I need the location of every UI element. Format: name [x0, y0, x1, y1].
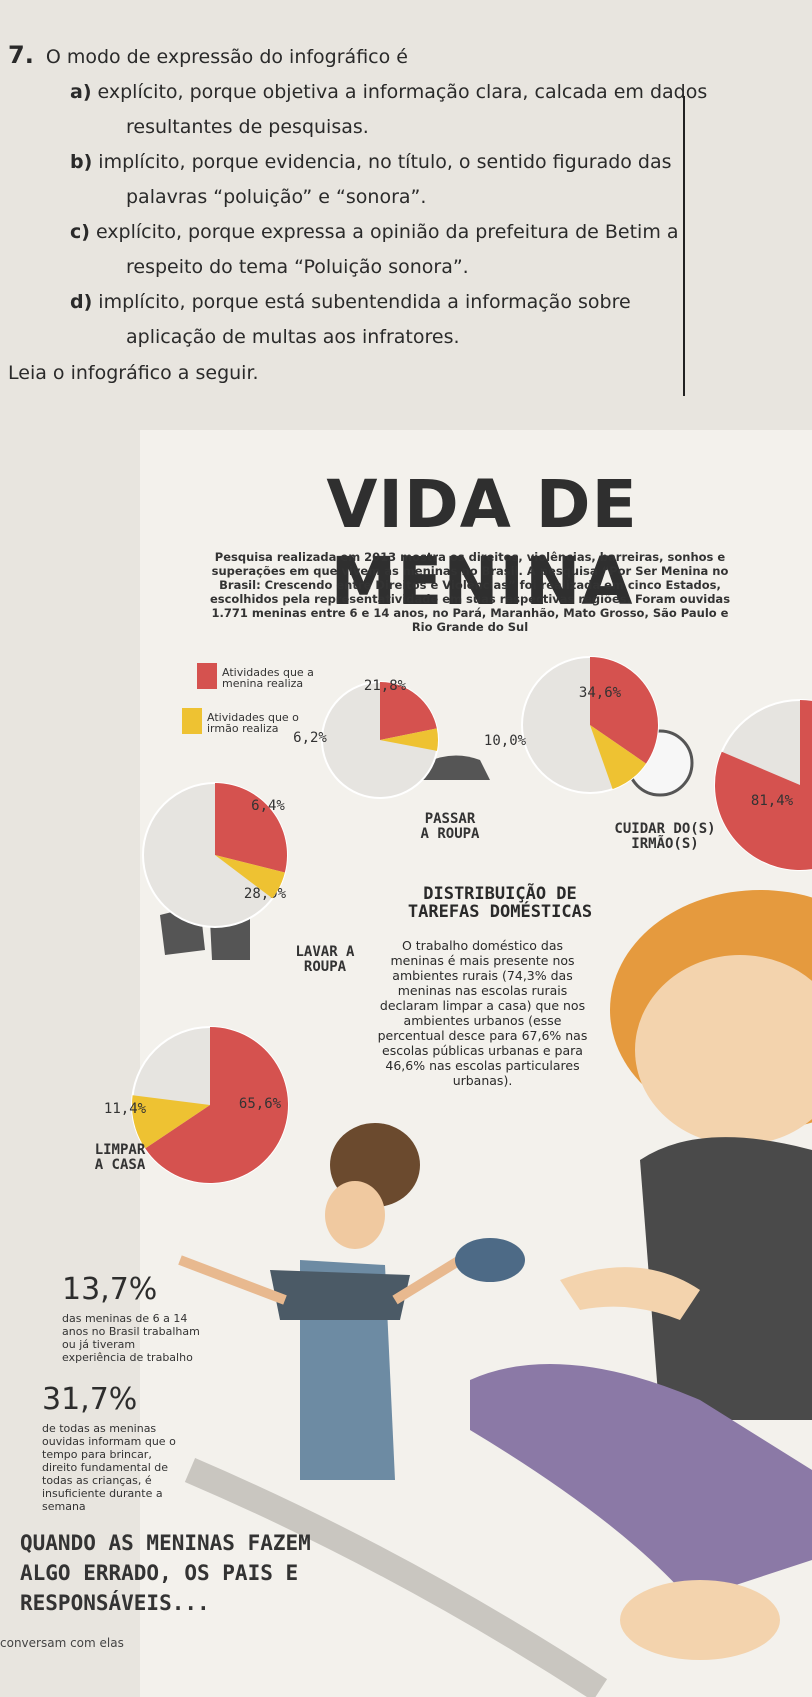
- pie-slice-girl: [145, 1027, 289, 1183]
- girl-face: [635, 955, 812, 1145]
- infographic-title: VIDA DE MENINA: [326, 466, 638, 620]
- slice-label: 65,6%: [239, 1096, 282, 1112]
- option: d) implícito, porque está subentendida a …: [70, 285, 708, 355]
- question-stem: O modo de expressão do infográfico é: [45, 46, 408, 68]
- closing-question: QUANDO AS MENINAS FAZEM ALGO ERRADO, OS …: [20, 1531, 311, 1615]
- pie-slice-brother: [380, 728, 438, 751]
- slice-label: 34,6%: [579, 685, 622, 701]
- woman-face: [325, 1181, 385, 1249]
- chart-name: LIMPAR A CASA: [94, 1142, 146, 1173]
- legend-label: Atividades que o irmão realiza: [207, 711, 299, 735]
- question: 7. O modo de expressão do infográfico é a…: [8, 38, 708, 355]
- option: a) explícito, porque objetiva a informaçã…: [70, 75, 708, 145]
- stat-text: das meninas de 6 a 14 anos no Brasil tra…: [62, 1312, 200, 1364]
- slice-label: 6,2%: [293, 730, 327, 746]
- girl-arm: [560, 1267, 700, 1320]
- girl-legs: [470, 1364, 812, 1600]
- option-letter: c): [70, 221, 90, 243]
- margin-rule: [683, 96, 685, 396]
- pie-slice-girl: [215, 783, 288, 873]
- question-number: 7.: [8, 41, 34, 69]
- pie-slice-girl: [380, 682, 437, 740]
- option-text: explícito, porque objetiva a informação …: [97, 81, 708, 138]
- legend-swatch: [197, 663, 217, 689]
- chart-name: CUIDAR DO(S) IRMÃO(S): [614, 821, 716, 852]
- woman-arm: [178, 1255, 287, 1305]
- girl-shirt: [640, 1137, 812, 1420]
- closing-answer: conversam com elas: [0, 1636, 124, 1650]
- section-text: O trabalho doméstico das meninas é mais …: [377, 938, 588, 1088]
- legend-label: Atividades que a menina realiza: [222, 666, 314, 690]
- pie-slice-brother: [215, 855, 285, 899]
- pie-slice-brother: [590, 725, 647, 790]
- pot: [455, 1238, 525, 1282]
- pie-slice-girl: [590, 657, 659, 764]
- option-letter: d): [70, 291, 93, 313]
- slice-label: 81,4%: [751, 793, 794, 809]
- stat-text: de todas as meninas ouvidas informam que…: [42, 1422, 176, 1513]
- stat-value: 31,7%: [42, 1382, 138, 1417]
- option-letter: b): [70, 151, 93, 173]
- pie-slice-girl: [715, 700, 812, 870]
- option-text: implícito, porque evidencia, no título, …: [98, 151, 672, 208]
- pie-slice-brother: [132, 1095, 210, 1149]
- legend-swatch: [182, 708, 202, 734]
- stat-value: 13,7%: [62, 1272, 158, 1307]
- option: b) implícito, porque evidencia, no título…: [70, 145, 708, 215]
- floor-swoosh: [184, 1458, 608, 1697]
- chart-name: PASSAR A ROUPA: [420, 811, 480, 842]
- section-title: DISTRIBUIÇÃO DE TAREFAS DOMÉSTICAS: [407, 884, 593, 922]
- option-text: implícito, porque está subentendida a in…: [98, 291, 631, 348]
- intro-text: Pesquisa realizada em 2013 mostra os dir…: [209, 550, 731, 634]
- woman-arm: [392, 1255, 463, 1305]
- chart-name: LAVAR A ROUPA: [295, 944, 355, 975]
- instruction: Leia o infográfico a seguir.: [8, 362, 259, 384]
- option: c) explícito, porque expressa a opinião d…: [70, 215, 708, 285]
- slice-label: 10,0%: [484, 733, 527, 749]
- stem-line: 7. O modo de expressão do infográfico é: [8, 38, 708, 75]
- option-letter: a): [70, 81, 92, 103]
- slice-label: 21,8%: [364, 678, 407, 694]
- slice-label: 11,4%: [104, 1101, 147, 1117]
- woman-shirt: [270, 1270, 410, 1320]
- girl-foot: [620, 1580, 780, 1660]
- slice-label: 6,4%: [251, 798, 285, 814]
- option-text: explícito, porque expressa a opinião da …: [95, 221, 679, 278]
